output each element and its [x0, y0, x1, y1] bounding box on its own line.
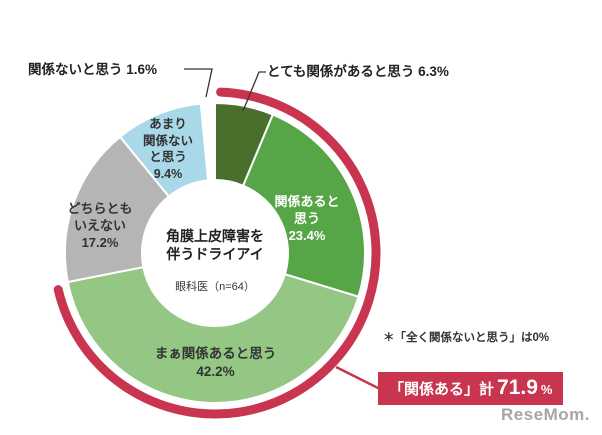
donut-segments	[64, 102, 366, 404]
chart-footnote: ＊「全く関係ないと思う」は0%	[383, 332, 550, 344]
segment-label-related: 関係あると 思う 23.4%	[274, 194, 340, 244]
chart-center-title: 角膜上皮障害を 伴うドライアイ	[166, 228, 264, 263]
pie-segment-2[interactable]	[242, 113, 366, 298]
pie-segment-6[interactable]	[199, 102, 216, 182]
highlight-leader-line	[335, 365, 383, 392]
leader-line-very-related	[242, 71, 266, 112]
callout-label-not-related: 関係ないと思う 1.6%	[28, 62, 158, 77]
highlight-total-unit: %	[540, 382, 553, 397]
highlight-total-label: 「関係ある」計	[389, 381, 495, 398]
chart-center-subtitle: 眼科医（n=64）	[175, 281, 255, 293]
donut-center-hole	[143, 181, 287, 325]
highlight-total-value: 71.9	[497, 376, 538, 399]
highlight-total-box: 「関係ある」計 71.9 %	[378, 372, 564, 405]
highlight-arc	[53, 87, 381, 419]
segment-label-somewhat-related: まぁ関係あると思う 42.2%	[154, 346, 277, 379]
segment-label-not-much-related: あまり 関係ない と思う 9.4%	[142, 117, 193, 181]
callout-label-very-related: とても関係があると思う 6.3%	[267, 64, 449, 79]
pie-segment-3[interactable]	[66, 266, 360, 404]
segment-label-neither: どちらとも いえない 17.2%	[67, 201, 133, 251]
watermark: ReseMom.	[500, 405, 590, 424]
leader-line-not-related	[184, 68, 213, 98]
